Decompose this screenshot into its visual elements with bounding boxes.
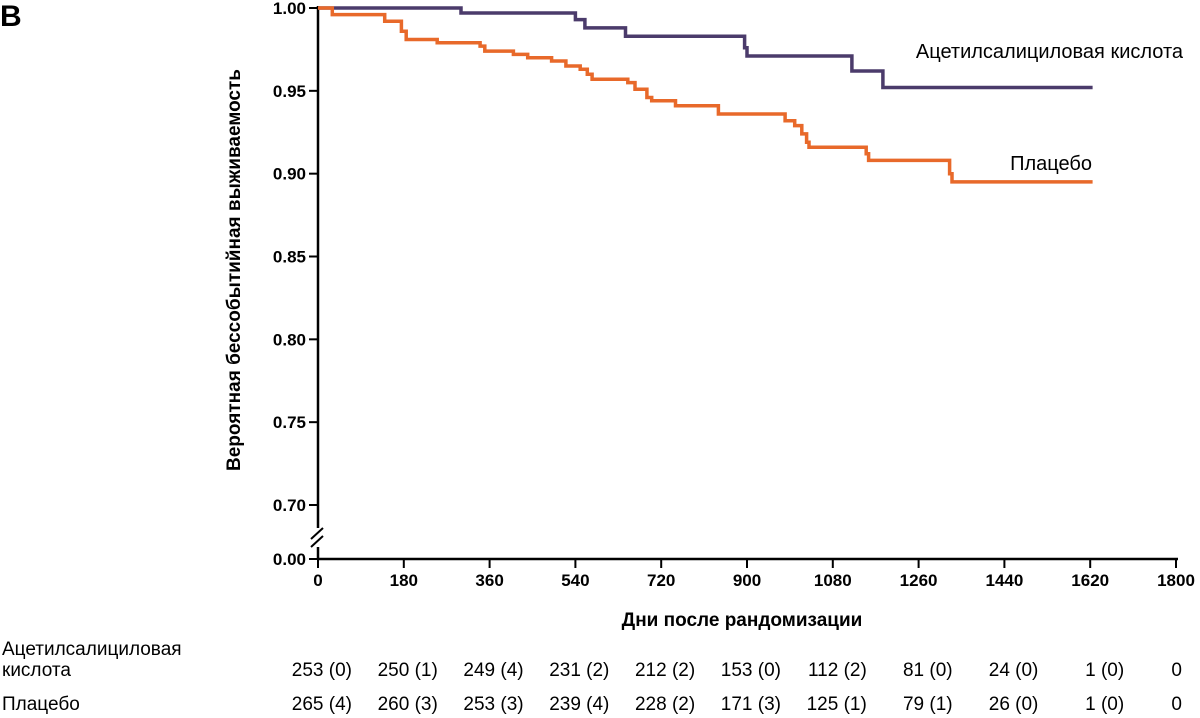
x-tick-label: 1440 — [985, 571, 1023, 590]
risk-cell: 26 (0) — [989, 694, 1039, 715]
risk-cell: 253 (3) — [463, 694, 523, 715]
risk-cell: 24 (0) — [989, 660, 1039, 681]
risk-cell: 171 (3) — [721, 694, 781, 715]
risk-row-label: кислота — [2, 660, 71, 681]
risk-cell: 253 (0) — [292, 660, 352, 681]
risk-cell: 0 — [1171, 694, 1182, 715]
risk-cell: 153 (0) — [721, 660, 781, 681]
risk-cell: 260 (3) — [378, 694, 438, 715]
panel-label: B — [0, 0, 22, 33]
risk-cell: 250 (1) — [378, 660, 438, 681]
series-line-aspirin — [318, 6, 1093, 90]
x-tick-label: 540 — [561, 571, 589, 590]
risk-cell: 0 — [1171, 660, 1182, 681]
x-tick-label: 1620 — [1071, 571, 1109, 590]
y-tick-label: 0.70 — [273, 496, 306, 515]
risk-cell: 81 (0) — [903, 660, 953, 681]
x-axis-title: Дни после рандомизации — [622, 610, 863, 631]
x-tick-label: 360 — [475, 571, 503, 590]
risk-cell: 1 (0) — [1085, 660, 1124, 681]
risk-cell: 79 (1) — [903, 694, 953, 715]
x-tick-label: 1800 — [1157, 571, 1195, 590]
y-tick-label: 0.80 — [273, 330, 306, 349]
x-tick-label: 0 — [313, 571, 322, 590]
y-tick-label: 0.00 — [273, 550, 306, 569]
y-tick-label: 0.85 — [273, 248, 306, 267]
x-tick-label: 900 — [733, 571, 761, 590]
risk-cell: 265 (4) — [292, 694, 352, 715]
y-tick-label: 0.90 — [273, 165, 306, 184]
axis-break-mark — [310, 527, 324, 540]
y-tick-label: 0.75 — [273, 413, 306, 432]
risk-cell: 239 (4) — [549, 694, 609, 715]
risk-cell: 125 (1) — [807, 694, 867, 715]
x-tick-label: 1080 — [814, 571, 852, 590]
risk-cell: 112 (2) — [808, 660, 867, 681]
risk-row-label: Плацебо — [2, 694, 80, 715]
x-tick-label: 180 — [390, 571, 418, 590]
risk-cell: 1 (0) — [1085, 694, 1124, 715]
series-line-placebo — [318, 6, 1093, 184]
risk-cell: 249 (4) — [463, 660, 523, 681]
series-label-placebo: Плацебо — [1010, 153, 1092, 175]
axis-break-mark — [310, 535, 324, 548]
x-tick-label: 1260 — [900, 571, 938, 590]
series-label-aspirin: Ацетилсалициловая кислота — [916, 41, 1184, 63]
y-axis-title: Вероятная бессобытийная выживаемость — [224, 69, 245, 471]
y-tick-label: 0.95 — [273, 82, 306, 101]
risk-row-label: Ацетилсалициловая — [2, 639, 182, 660]
risk-cell: 212 (2) — [635, 660, 695, 681]
y-tick-label: 1.00 — [273, 0, 306, 18]
x-tick-label: 720 — [647, 571, 675, 590]
risk-cell: 228 (2) — [635, 694, 695, 715]
risk-cell: 231 (2) — [549, 660, 609, 681]
